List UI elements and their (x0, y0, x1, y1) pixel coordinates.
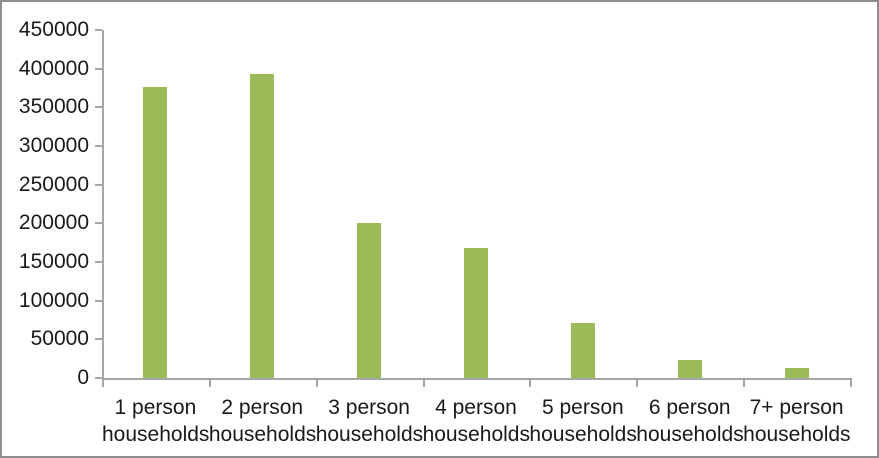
bar-6 (677, 360, 702, 378)
x-category-label: 3 person households (316, 394, 423, 448)
bar-4 (464, 248, 488, 378)
x-category-label: 4 person households (423, 394, 530, 448)
y-tick (95, 338, 102, 341)
y-tick-label: 300000 (18, 134, 89, 157)
x-category-label-line2: households (743, 423, 851, 446)
y-tick-label: 200000 (18, 211, 89, 235)
y-tick-label: 50000 (30, 327, 89, 351)
x-category-label-line2: households (636, 423, 744, 446)
y-tick (95, 67, 102, 70)
x-category-label-line1: 7+ person (749, 396, 844, 419)
y-tick-label: 100000 (18, 288, 89, 312)
x-category-label-line1: 2 person (221, 396, 304, 419)
x-tick (422, 378, 425, 387)
x-axis-line (102, 378, 852, 380)
x-category-label: 7+ person households (743, 394, 850, 448)
y-tick (95, 29, 102, 31)
x-category-label-line2: households (315, 423, 424, 446)
y-tick (95, 145, 102, 147)
x-tick (636, 378, 639, 387)
y-tick (95, 377, 102, 379)
x-category-label-line1: 5 person (541, 396, 624, 419)
bar-7 (784, 367, 809, 378)
x-category-label: 1 person households (102, 394, 209, 448)
x-category-label-line2: households (422, 423, 530, 446)
y-tick-label: 150000 (18, 250, 89, 273)
x-tick (102, 378, 104, 387)
y-tick (95, 261, 102, 263)
x-tick (315, 378, 318, 387)
bar-1 (143, 87, 168, 378)
y-tick (95, 222, 102, 225)
x-tick (529, 378, 532, 387)
x-category-label: 5 person households (529, 394, 636, 448)
y-tick (95, 183, 102, 186)
y-tick-label: 0 (77, 366, 89, 389)
x-tick (850, 378, 852, 387)
x-category-label-line2: households (208, 423, 317, 446)
x-tick (208, 378, 211, 387)
y-tick-label: 400000 (18, 56, 89, 80)
x-category-label-line1: 4 person (435, 396, 517, 419)
y-tick-label: 250000 (18, 172, 89, 196)
x-tick (743, 378, 746, 387)
y-tick (95, 299, 102, 302)
y-axis-line (102, 30, 104, 380)
bar-2 (250, 74, 275, 378)
x-category-label-line1: 6 person (648, 396, 731, 419)
x-category-label: 2 person households (209, 394, 316, 448)
x-category-label-line1: 3 person (328, 396, 410, 419)
y-tick-label: 450000 (18, 18, 89, 41)
y-tick (95, 106, 102, 109)
x-category-label: 6 person households (636, 394, 743, 448)
x-category-label-line2: households (102, 423, 210, 446)
x-category-label-line2: households (529, 423, 637, 446)
y-tick-label: 350000 (18, 95, 89, 119)
bar-3 (357, 223, 382, 378)
x-category-label-line1: 1 person (114, 396, 197, 419)
bar-5 (570, 323, 595, 378)
